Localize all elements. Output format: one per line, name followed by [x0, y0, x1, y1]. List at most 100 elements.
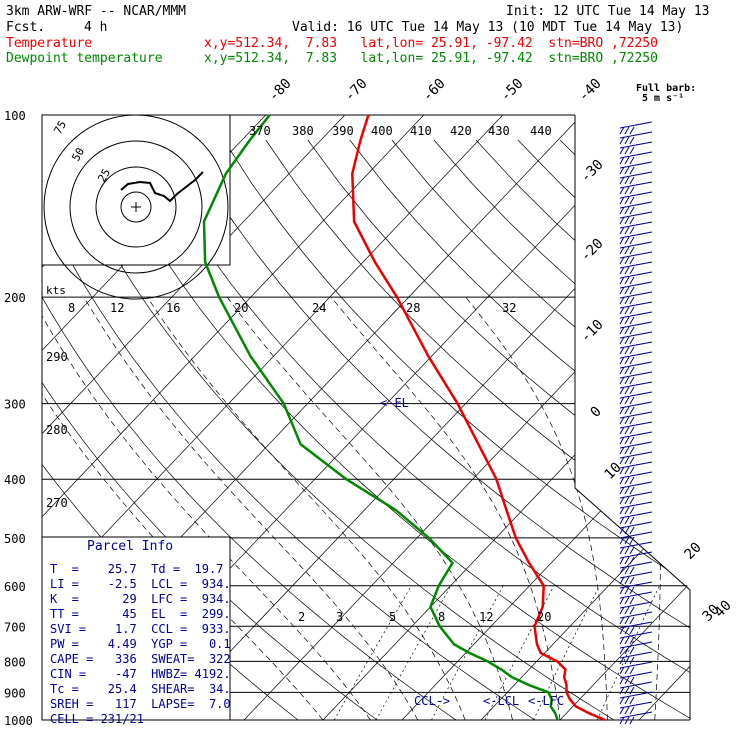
wind-barb	[619, 661, 653, 675]
dry-adiabat-line	[391, 139, 690, 720]
theta-e-label: 390	[332, 124, 354, 138]
model-title: 3km ARW-WRF -- NCAR/MMM	[6, 4, 187, 19]
forecast-label: Fcst.	[6, 20, 46, 35]
dry-adiabat-line	[42, 139, 476, 720]
hodograph-ring-label: 50	[69, 146, 87, 164]
wind-barb	[619, 591, 653, 605]
hodograph-speed-label: 28	[406, 301, 420, 315]
wind-barb	[619, 441, 653, 455]
theta-e-label: 400	[371, 124, 393, 138]
dry-adiabat-line	[643, 139, 690, 720]
dry-adiabat-line	[42, 139, 556, 720]
parcel-row: K = 29 LFC = 934.	[50, 592, 231, 606]
isotherm-line	[718, 115, 740, 720]
isotherm-top-label: -80	[266, 76, 295, 105]
wind-barb	[619, 321, 653, 335]
parcel-info-frame	[41, 536, 231, 721]
wind-barb	[619, 251, 653, 265]
hodograph-ring	[69, 140, 203, 274]
moist-adiabat-line	[465, 296, 608, 720]
isotherm-right-label: 10	[602, 460, 625, 483]
forecast-hour: 4 h	[84, 20, 108, 35]
hodograph-frame	[41, 114, 231, 266]
isotherm-top-label: -50	[498, 76, 527, 105]
theta-e-label: 420	[450, 124, 472, 138]
isotherm-line	[42, 115, 425, 720]
left-axis-label: 270	[46, 496, 68, 510]
dry-adiabat-line	[559, 139, 690, 720]
pressure-tick-label: 800	[4, 655, 26, 669]
pressure-tick-label: 700	[4, 620, 26, 634]
pressure-tick-label: 300	[4, 398, 26, 412]
wind-barb	[619, 211, 653, 225]
wind-barb	[619, 651, 653, 665]
temperature-legend: Temperature	[6, 36, 93, 51]
wind-barb	[619, 491, 653, 505]
dewpoint-location: x,y=512.34, 7.83 lat,lon= 25.91, -97.42 …	[204, 51, 658, 66]
isotherm-right-label: -20	[578, 236, 607, 265]
wind-barb	[619, 171, 653, 185]
ccl-marker: CCL->	[414, 694, 450, 708]
wind-barb	[619, 361, 653, 375]
wind-barb	[619, 301, 653, 315]
hodograph-units-label: kts	[46, 284, 66, 297]
dry-adiabat-line	[685, 139, 690, 720]
wind-barb	[619, 561, 653, 575]
parcel-row: Tc = 25.4 SHEAR= 34.	[50, 682, 231, 696]
mixing-ratio-line	[533, 585, 600, 720]
wind-barb	[619, 511, 653, 525]
wind-barb	[619, 121, 653, 135]
moist-adiabat-line	[226, 296, 513, 720]
pressure-tick-label: 600	[4, 580, 26, 594]
wind-barb	[619, 401, 653, 415]
isotherm-line	[243, 115, 690, 720]
isotherm-right-label: -30	[578, 157, 607, 186]
wind-barb	[619, 131, 653, 145]
wind-barb	[619, 421, 653, 435]
pressure-tick-label: 200	[4, 291, 26, 305]
wind-barb	[619, 611, 653, 625]
pressure-tick-label: 500	[4, 532, 26, 546]
isotherm-top-label: -40	[576, 76, 605, 105]
wind-barb	[619, 521, 653, 535]
wind-barb	[619, 461, 653, 475]
hodograph-speed-label: 24	[312, 301, 326, 315]
isotherm-top-label: -60	[420, 76, 449, 105]
parcel-row: CAPE = 336 SWEAT= 322	[50, 652, 231, 666]
pressure-tick-label: 100	[4, 109, 26, 123]
wind-barb	[619, 191, 653, 205]
parcel-row: CIN = -47 HWBZ= 4192.	[50, 667, 231, 681]
parcel-row: SREH = 117 LAPSE= 7.0	[50, 697, 231, 711]
isotherm-line	[559, 115, 690, 720]
wind-barb	[619, 681, 653, 695]
isotherm-right-label: 20	[682, 540, 705, 563]
hodograph-speed-label: 8	[68, 301, 75, 315]
wind-barb	[619, 501, 653, 515]
wind-barb	[619, 541, 653, 555]
mixing-ratio-line	[484, 585, 555, 720]
left-axis-label: 280	[46, 423, 68, 437]
wind-barb	[619, 671, 653, 685]
valid-time: Valid: 16 UTC Tue 14 May 13 (10 MDT Tue …	[292, 20, 684, 35]
wind-barb	[619, 201, 653, 215]
left-axis-label: 290	[46, 350, 68, 364]
dewpoint-profile	[202, 114, 559, 721]
hodograph-ring	[120, 191, 152, 223]
wind-barb	[619, 181, 653, 195]
mixing-ratio-line	[333, 585, 412, 720]
parcel-row: CELL = 231/21	[50, 712, 144, 726]
mixing-ratio-label: 2	[298, 610, 305, 624]
isotherm-line	[42, 115, 504, 720]
full-barb-note: Full barb:	[636, 83, 697, 94]
theta-e-label: 370	[249, 124, 271, 138]
dewpoint-legend: Dewpoint temperature	[6, 51, 163, 66]
wind-barb	[619, 291, 653, 305]
moist-adiabat-line	[147, 296, 466, 720]
hodograph-ring-label: 75	[51, 119, 69, 137]
wind-barb	[619, 341, 653, 355]
wind-barb	[619, 641, 653, 655]
pressure-tick-label: 400	[4, 473, 26, 487]
isotherm-line	[164, 115, 690, 720]
